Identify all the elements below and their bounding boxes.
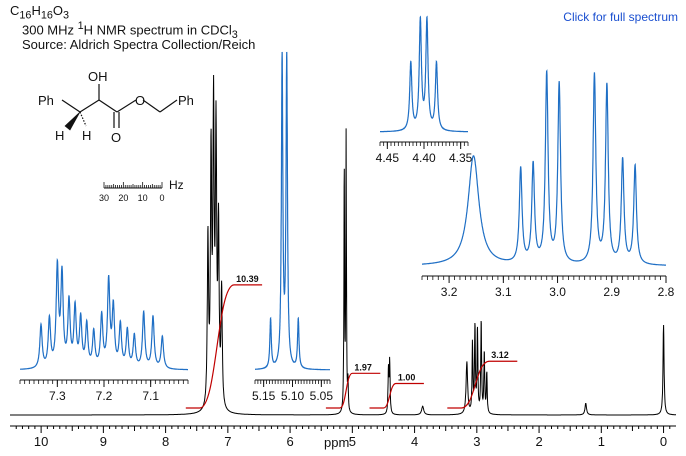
x-tick-label: 2 — [535, 434, 542, 449]
oh-label: OH — [88, 69, 108, 84]
inset-tick-label: 4.45 — [376, 151, 400, 165]
inset-tick-label: 7.3 — [49, 389, 66, 403]
inset-trace — [422, 69, 666, 266]
hz-tick-label: 0 — [159, 193, 164, 203]
inset-ch-inset: 4.45 4.40 4.35 — [376, 15, 473, 165]
ph-left-label: Ph — [38, 93, 54, 108]
x-tick-label: 3 — [473, 434, 480, 449]
inset-trace — [255, 51, 330, 371]
hz-scale-bar: 30 20 10 0 Hz — [99, 178, 184, 203]
inset-tick-label: 4.40 — [412, 151, 436, 165]
x-tick-label: 6 — [286, 434, 293, 449]
inset-aliphatic-inset: 3.2 3.1 3.0 2.9 2.8 — [421, 69, 675, 299]
integral-label: 1.97 — [354, 362, 372, 372]
x-tick-label: 5 — [349, 434, 356, 449]
inset-tick-label: 5.05 — [310, 389, 334, 403]
integral-curve — [325, 372, 381, 409]
x-tick-label: 9 — [100, 434, 107, 449]
hz-tick-label: 20 — [118, 193, 128, 203]
inset-tick-label: 3.2 — [441, 285, 458, 299]
ester-o-label: O — [135, 93, 145, 108]
x-tick-label: 7 — [224, 434, 231, 449]
inset-tick-label: 4.35 — [449, 151, 473, 165]
x-tick-label: 10 — [34, 434, 48, 449]
carbonyl-o-label: O — [111, 130, 121, 145]
inset-tick-label: 7.1 — [142, 389, 159, 403]
inset-ch2o-inset: 5.15 5.10 5.05 — [252, 51, 334, 403]
inset-tick-label: 7.2 — [96, 389, 113, 403]
integral-curve — [447, 360, 518, 409]
inset-trace — [380, 15, 468, 133]
inset-trace — [20, 257, 188, 371]
integral-curve — [369, 382, 424, 409]
inset-tick-label: 3.1 — [495, 285, 512, 299]
x-tick-label: 8 — [162, 434, 169, 449]
x-tick-label: 1 — [598, 434, 605, 449]
inset-tick-label: 2.9 — [603, 285, 620, 299]
instrument-info: 300 MHz 1H NMR spectrum in CDCl3 — [22, 20, 238, 41]
hz-unit-label: Hz — [169, 178, 184, 192]
full-spectrum-link[interactable]: Click for full spectrum — [563, 10, 678, 24]
inset-aromatic-inset: 7.3 7.2 7.1 — [19, 257, 189, 403]
molecular-formula: C16H16O3 — [10, 3, 70, 22]
source-info: Source: Aldrich Spectra Collection/Reich — [22, 37, 256, 52]
inset-tick-label: 3.0 — [549, 285, 566, 299]
x-tick-label: 0 — [660, 434, 667, 449]
h-label-1: H — [55, 128, 64, 143]
integral-curve — [185, 284, 263, 409]
x-axis-label: ppm — [324, 435, 349, 450]
h-label-2: H — [82, 128, 91, 143]
chemical-structure: OH Ph Ph H H O O — [38, 69, 194, 145]
main-spectrum: 10 9 8 7 6 5 4 3 2 1 010.391.971.003.12 — [10, 74, 677, 449]
hz-tick-label: 30 — [99, 193, 109, 203]
inset-tick-label: 2.8 — [658, 285, 675, 299]
integral-label: 1.00 — [398, 373, 416, 383]
hz-tick-label: 10 — [138, 193, 148, 203]
integral-label: 10.39 — [236, 274, 259, 284]
inset-tick-label: 5.15 — [252, 389, 276, 403]
integral-label: 3.12 — [491, 350, 509, 360]
inset-spectra: 7.3 7.2 7.1 5.15 5.10 5.054.45 4.40 4.353.2 3.1 3… — [19, 15, 675, 403]
ph-right-label: Ph — [178, 93, 194, 108]
inset-tick-label: 5.10 — [281, 389, 305, 403]
main-trace — [10, 74, 677, 416]
x-tick-label: 4 — [411, 434, 418, 449]
